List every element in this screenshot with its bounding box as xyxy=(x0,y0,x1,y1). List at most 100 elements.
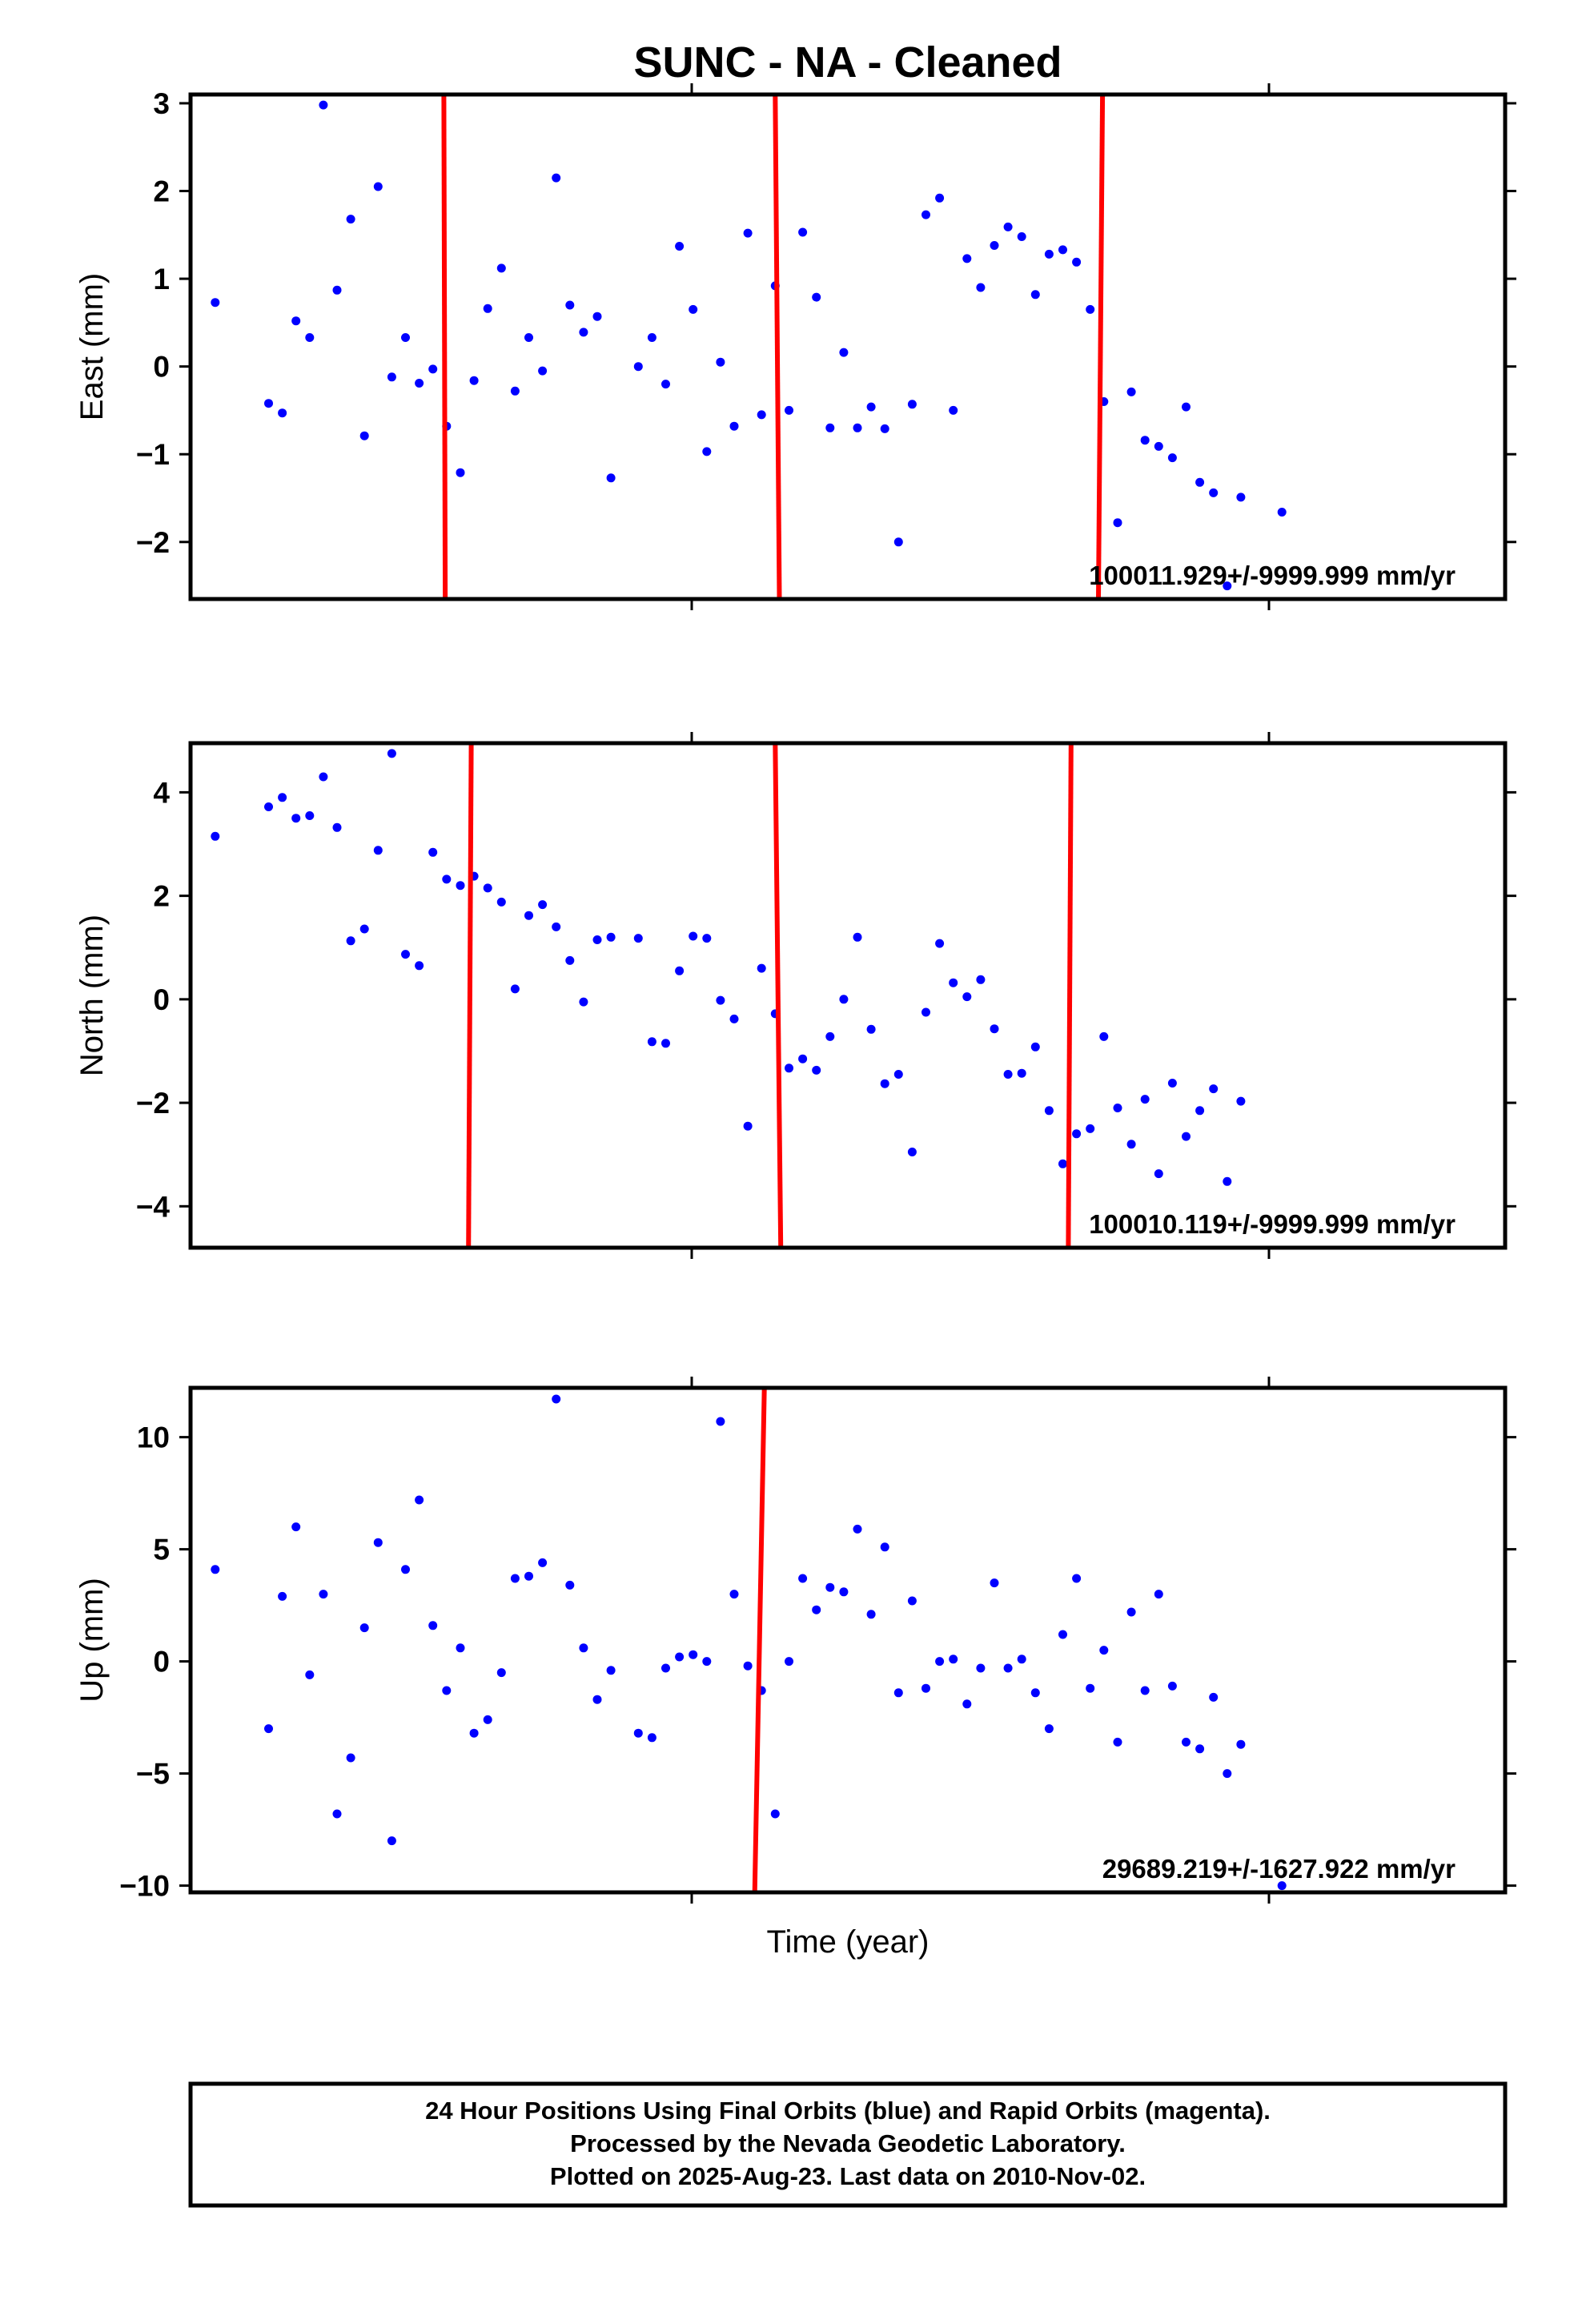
east-data-point xyxy=(1277,508,1287,517)
east-data-point xyxy=(743,228,753,238)
north-data-point xyxy=(1182,1132,1191,1141)
up-plot-frame xyxy=(188,1385,1508,1895)
north-data-point xyxy=(346,936,355,946)
east-data-point xyxy=(1223,581,1232,591)
north-data-point xyxy=(359,924,369,934)
up-data-point xyxy=(866,1610,876,1619)
north-offset-line xyxy=(1066,742,1074,1248)
up-data-point xyxy=(839,1587,849,1597)
north-data-point xyxy=(524,911,533,920)
east-data-point xyxy=(1154,441,1163,451)
east-data-point xyxy=(633,362,643,372)
north-data-point xyxy=(264,802,273,811)
up-data-point xyxy=(949,1655,958,1664)
north-data-point xyxy=(1113,1104,1122,1112)
up-data-point xyxy=(962,1699,972,1709)
north-data-point xyxy=(962,992,972,1002)
east-data-point xyxy=(785,405,793,415)
north-data-point xyxy=(880,1079,889,1088)
up-data-point xyxy=(401,1565,410,1574)
east-ytick-label: −1 xyxy=(136,438,170,471)
north-data-point xyxy=(907,1148,917,1156)
up-data-point xyxy=(1086,1683,1095,1693)
east-data-point xyxy=(1195,477,1205,487)
up-data-point xyxy=(1003,1663,1013,1673)
east-data-point xyxy=(579,328,588,337)
east-data-point xyxy=(1113,518,1122,528)
east-data-point xyxy=(866,402,876,412)
up-data-point xyxy=(785,1657,793,1667)
up-data-point xyxy=(579,1643,588,1653)
east-data-point xyxy=(839,348,849,357)
east-data-point xyxy=(1058,245,1067,255)
east-data-point xyxy=(278,408,287,418)
east-offset-line xyxy=(773,94,782,600)
up-data-point xyxy=(319,1590,328,1599)
north-data-point xyxy=(716,995,725,1005)
up-data-point xyxy=(387,1836,396,1846)
north-data-point xyxy=(510,984,520,994)
east-data-point xyxy=(1003,222,1013,231)
east-data-point xyxy=(962,254,972,263)
east-data-point xyxy=(483,304,492,313)
north-plot-frame xyxy=(188,741,1508,1250)
up-data-point xyxy=(990,1578,999,1588)
east-data-point xyxy=(921,210,930,219)
up-data-point xyxy=(893,1688,903,1698)
north-data-point xyxy=(729,1014,739,1023)
east-data-point xyxy=(387,372,396,382)
north-data-point xyxy=(757,963,766,973)
up-data-point xyxy=(1030,1688,1040,1698)
east-data-point xyxy=(1236,493,1246,502)
north-data-point xyxy=(319,772,328,782)
footer-box: 24 Hour Positions Using Final Orbits (bl… xyxy=(188,2081,1508,2208)
up-data-point xyxy=(907,1596,917,1606)
east-data-point xyxy=(825,423,835,432)
east-data-point xyxy=(552,173,561,183)
east-data-point xyxy=(456,468,465,477)
east-plot-frame xyxy=(188,92,1508,601)
east-data-point xyxy=(647,333,656,342)
north-data-point xyxy=(496,897,506,907)
north-data-point xyxy=(647,1037,656,1047)
east-data-point xyxy=(1086,304,1095,314)
up-data-point xyxy=(606,1666,616,1675)
north-data-point xyxy=(990,1024,999,1034)
north-data-point xyxy=(305,811,315,820)
east-ytick-label: −2 xyxy=(136,526,170,559)
east-data-point xyxy=(853,423,862,432)
east-data-point xyxy=(332,285,342,295)
north-data-point xyxy=(689,931,698,941)
up-data-point xyxy=(1140,1686,1150,1695)
east-data-point xyxy=(469,376,479,385)
north-data-point xyxy=(1086,1124,1095,1133)
east-data-point xyxy=(211,298,220,308)
up-ytick-label: 10 xyxy=(137,1421,170,1454)
north-data-point xyxy=(483,883,492,893)
up-data-point xyxy=(1044,1724,1054,1734)
east-data-point xyxy=(907,400,917,409)
up-data-point xyxy=(1209,1692,1219,1702)
up-data-point xyxy=(442,1686,452,1695)
up-ytick-label: 5 xyxy=(153,1534,170,1566)
east-data-point xyxy=(373,182,383,191)
up-data-point xyxy=(1058,1630,1067,1639)
up-data-point xyxy=(743,1661,753,1671)
east-data-point xyxy=(880,424,889,433)
up-data-point xyxy=(716,1417,725,1426)
east-data-point xyxy=(990,241,999,250)
up-data-point xyxy=(496,1668,506,1678)
east-data-point xyxy=(675,242,685,251)
east-data-point xyxy=(592,312,602,321)
north-data-point xyxy=(565,955,575,965)
north-data-point xyxy=(442,875,452,884)
up-data-point xyxy=(332,1809,342,1819)
east-data-point xyxy=(606,473,616,483)
north-data-point xyxy=(1099,1031,1109,1041)
east-data-point xyxy=(661,380,670,389)
up-data-point xyxy=(798,1574,808,1583)
up-data-point xyxy=(483,1715,492,1724)
up-ytick-label: 0 xyxy=(153,1646,170,1679)
north-data-point xyxy=(1058,1159,1067,1168)
north-data-point xyxy=(893,1070,903,1079)
